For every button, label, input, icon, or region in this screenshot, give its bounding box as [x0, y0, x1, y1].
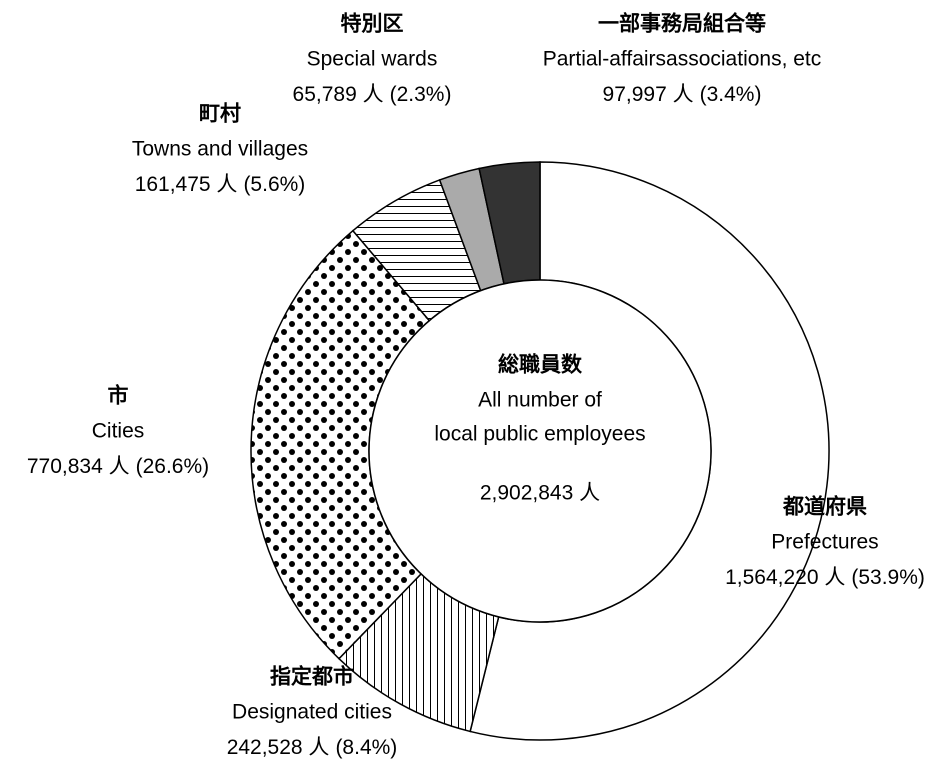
percent-label: (53.9%): [851, 566, 925, 589]
category-label: 都道府県: [782, 495, 867, 519]
slices: [250, 161, 830, 741]
category-label-en: Designated cities: [232, 701, 392, 724]
center-line: All number of: [478, 389, 602, 412]
percent-label: (3.4%): [700, 83, 762, 106]
category-label: 一部事務局組合等: [598, 12, 766, 36]
percent-label: (8.4%): [335, 736, 397, 759]
percent-label: (2.3%): [390, 83, 452, 106]
category-label: 町村: [199, 102, 241, 126]
value-label: 770,834 人 (26.6%): [27, 455, 209, 478]
center-title: 総職員数: [498, 353, 583, 377]
category-label-en: Towns and villages: [132, 138, 308, 161]
value-label: 770,834 人: [27, 455, 130, 478]
center-line: local public employees: [434, 423, 645, 446]
value-label: 242,528 人 (8.4%): [227, 736, 398, 759]
value-label: 65,789 人 (2.3%): [293, 83, 452, 106]
category-label-en: Prefectures: [771, 531, 878, 554]
category-label-en: Cities: [92, 420, 145, 443]
value-label: 1,564,220 人: [725, 566, 845, 589]
value-label: 97,997 人 (3.4%): [603, 83, 762, 106]
value-label: 242,528 人: [227, 736, 330, 759]
category-label: 指定都市: [270, 665, 354, 689]
category-label: 市: [108, 384, 129, 408]
value-label: 1,564,220 人 (53.9%): [725, 566, 925, 589]
value-label: 161,475 人: [135, 173, 238, 196]
center-circle: [368, 279, 712, 623]
labels: 都道府県 Prefectures 1,564,220 人 (53.9%) 指定都市 Des…: [27, 12, 925, 759]
value-label: 97,997 人: [603, 83, 694, 106]
percent-label: (5.6%): [243, 173, 305, 196]
value-label: 65,789 人: [293, 83, 384, 106]
category-label-en: Partial-affairsassociations, etc: [543, 48, 822, 71]
center-total: 2,902,843 人: [480, 482, 600, 505]
percent-label: (26.6%): [136, 455, 210, 478]
value-label: 161,475 人 (5.6%): [135, 173, 306, 196]
category-label: 特別区: [341, 12, 404, 36]
category-label-en: Special wards: [307, 48, 438, 71]
